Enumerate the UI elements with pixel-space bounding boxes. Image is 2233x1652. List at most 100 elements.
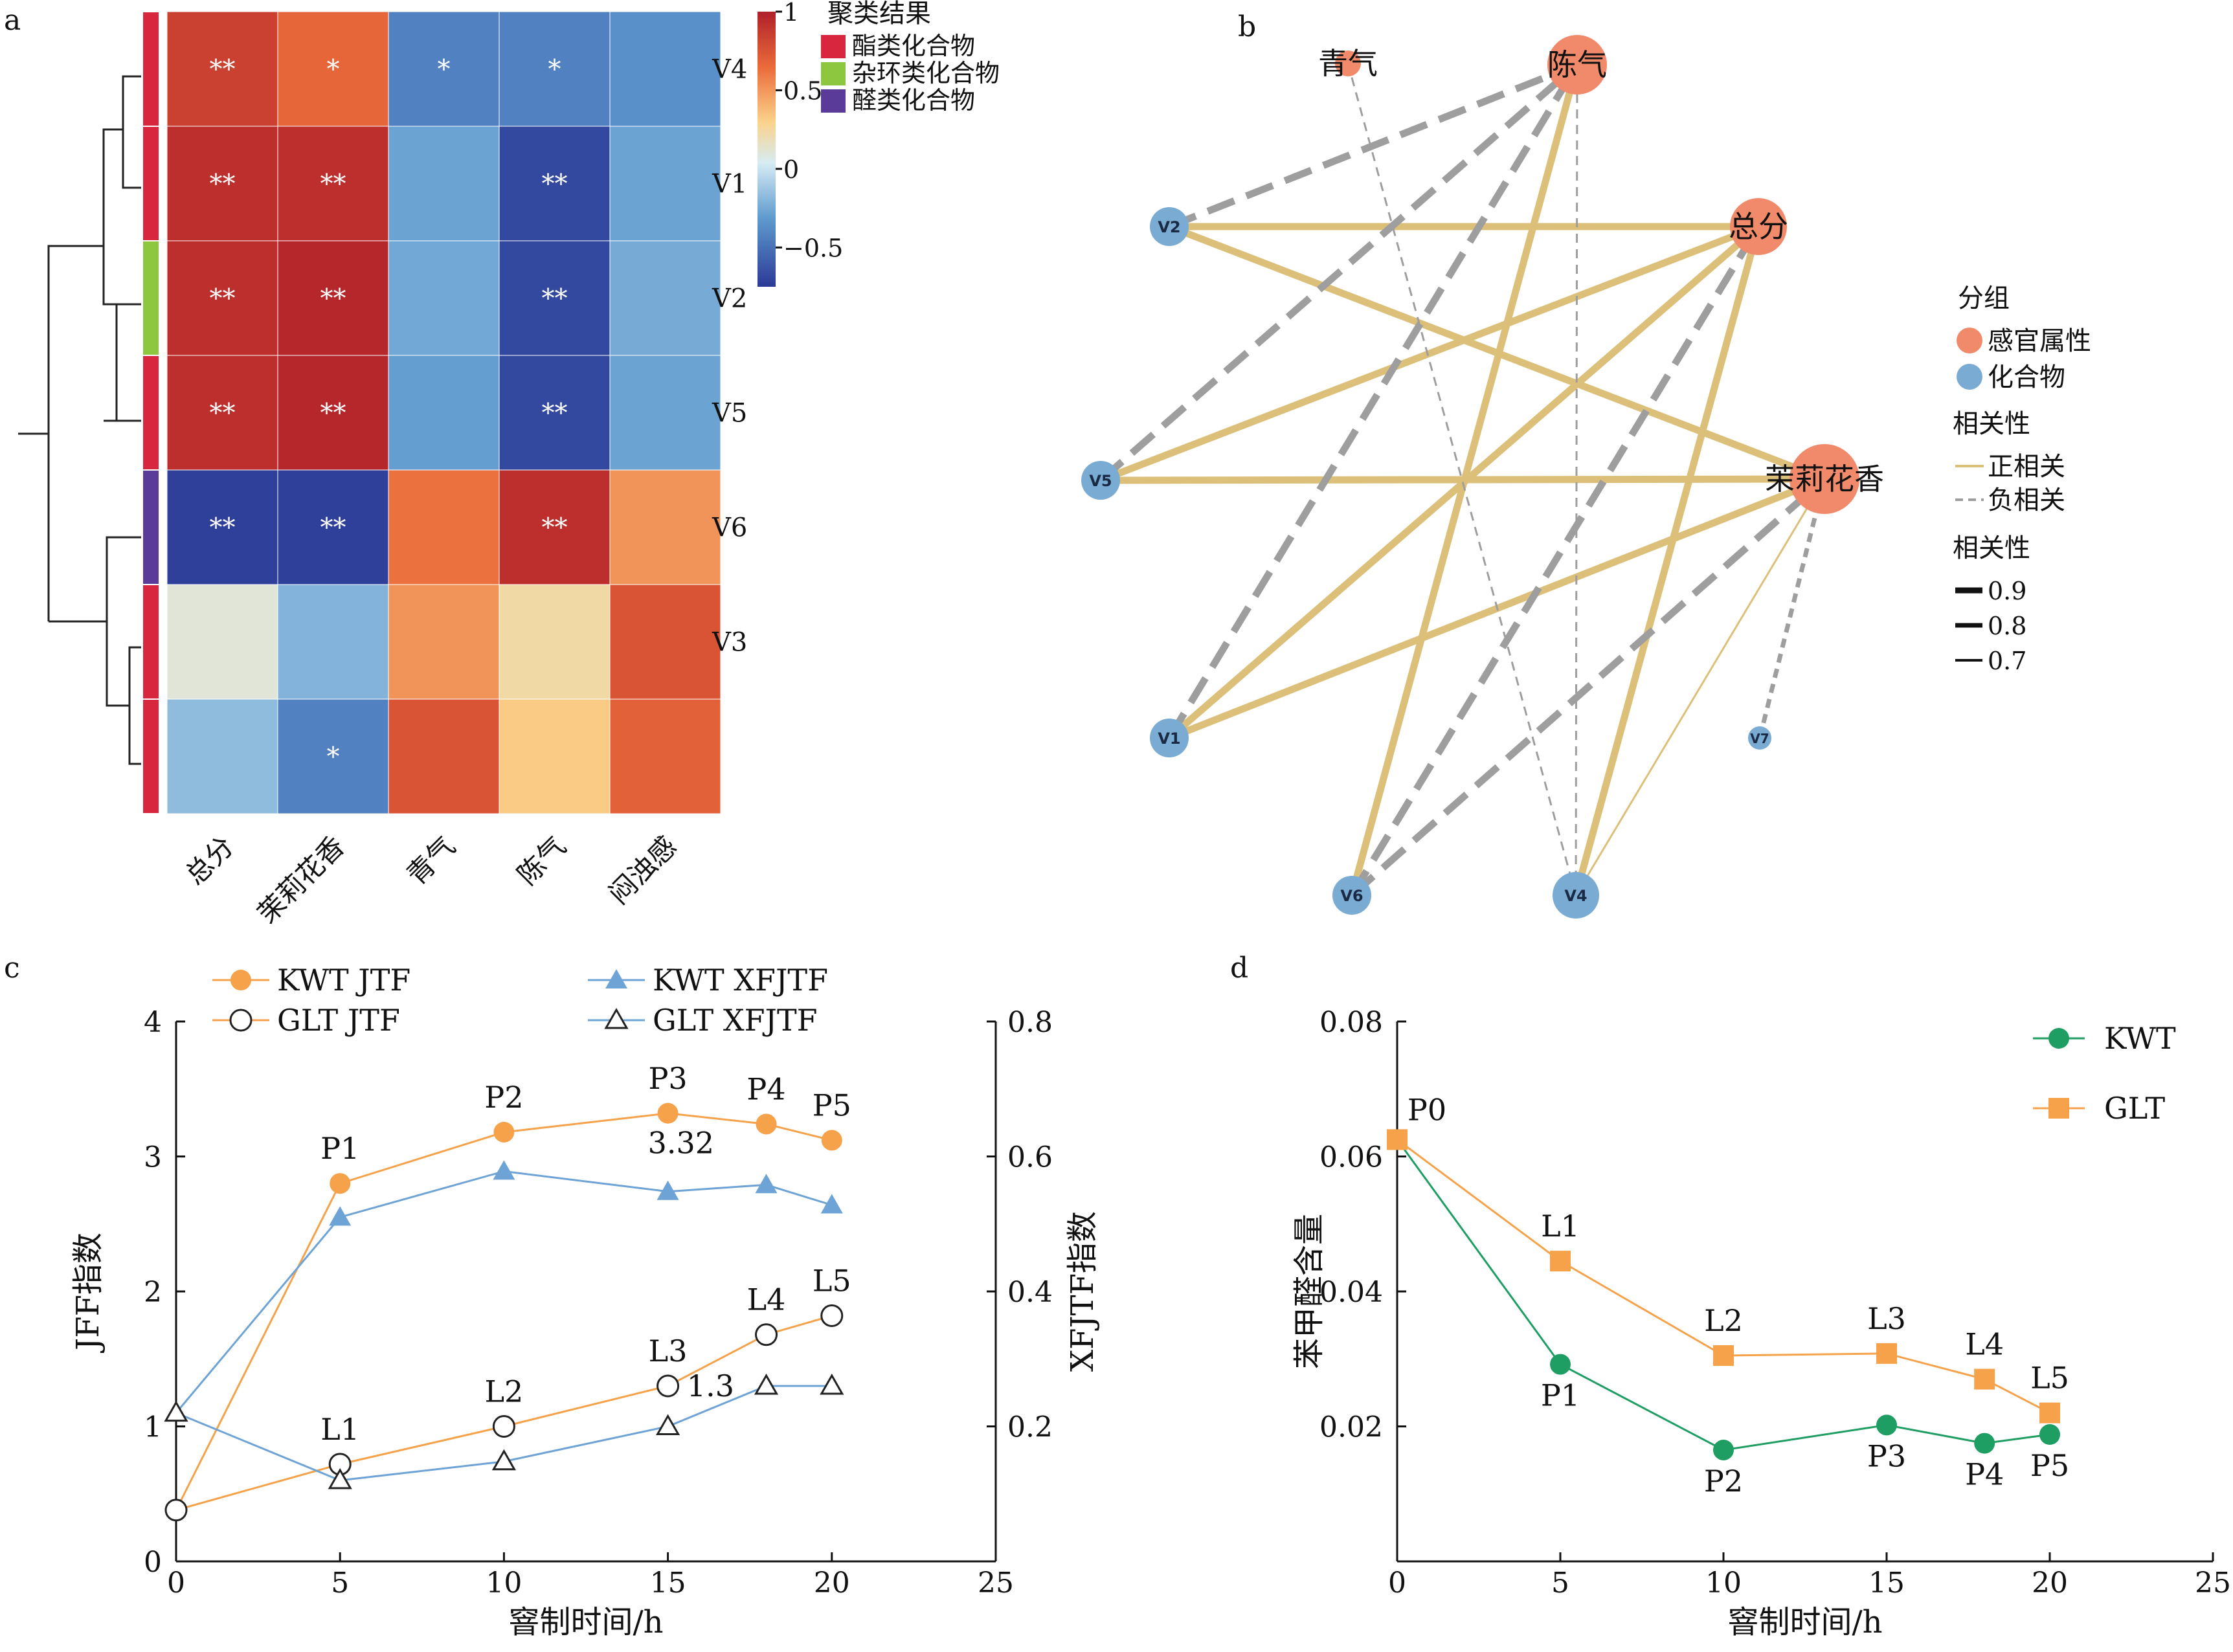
significance-mark: ** xyxy=(320,170,346,199)
series-point xyxy=(164,1400,188,1422)
network-edge xyxy=(1347,63,1577,896)
point-label: L3 xyxy=(649,1334,688,1368)
significance-mark: ** xyxy=(542,284,568,314)
heatmap-cell xyxy=(609,126,721,241)
heatmap-cell xyxy=(166,240,278,356)
x-tick-label: 20 xyxy=(814,1567,850,1600)
point-label: P4 xyxy=(1965,1457,2004,1492)
heatmap-cell xyxy=(166,126,278,241)
panel-label-d: d xyxy=(1230,952,1248,985)
heatmap-cell xyxy=(388,469,500,585)
series-point xyxy=(1974,1368,1995,1390)
x-tick-label: 10 xyxy=(486,1567,522,1600)
heatmap-cell xyxy=(166,584,278,700)
network-edge xyxy=(1572,225,1762,897)
legend-label: 酯类化合物 xyxy=(852,32,975,60)
legend-swatch xyxy=(821,35,846,58)
x-tick-label: 15 xyxy=(1868,1567,1905,1600)
network-node-label: 陈气 xyxy=(1547,47,1607,82)
significance-mark: ** xyxy=(210,55,236,85)
legend-label: 醛类化合物 xyxy=(852,86,975,115)
series-point xyxy=(2039,1424,2060,1446)
heatmap-cell xyxy=(499,584,611,700)
network-edge xyxy=(1757,478,1827,739)
cluster-legend-title: 聚类结果 xyxy=(827,0,931,28)
significance-mark: ** xyxy=(210,513,236,543)
row-group-bar xyxy=(142,11,160,814)
network-edge xyxy=(1349,476,1827,899)
panel-label-b: b xyxy=(1238,10,1256,43)
heatmap-cell xyxy=(277,126,389,241)
x-tick-label: 0 xyxy=(1388,1567,1406,1600)
network-edge xyxy=(1575,64,1578,896)
series-point xyxy=(493,1160,515,1180)
series-point xyxy=(820,1373,844,1395)
legend-label: 0.9 xyxy=(1988,577,2026,605)
legend-label: 负相关 xyxy=(1988,486,2065,515)
y-tick-label: 1 xyxy=(144,1411,162,1444)
colorbar-tick-label: 0.5 xyxy=(783,76,822,105)
series-point xyxy=(656,1374,680,1398)
y-axis-label: 苯甲醛含量 xyxy=(1291,1214,1327,1369)
colorbar-ticks: 1 0.5 0 −0.5 xyxy=(776,0,843,262)
row-label: V1 xyxy=(712,170,747,199)
legend-label: KWT JTF xyxy=(277,963,410,998)
heatmap-cell xyxy=(499,355,611,471)
x-tick-label: 25 xyxy=(978,1567,1014,1600)
significance-marks: ** * * *** ** **** ** **** ** **** ** *** xyxy=(210,55,568,772)
heatmap-cell xyxy=(388,698,500,814)
series-point xyxy=(1713,1439,1734,1460)
network-node-label: V5 xyxy=(1089,472,1112,490)
legend-label: 化合物 xyxy=(1988,363,2065,392)
significance-mark: ** xyxy=(210,170,236,199)
heatmap-cell xyxy=(499,698,611,814)
point-label: P3 xyxy=(648,1061,687,1096)
annotation: 3.32 xyxy=(648,1126,714,1161)
row-label: V2 xyxy=(712,284,747,314)
network-node-label: V7 xyxy=(1750,731,1769,746)
significance-mark: ** xyxy=(320,399,346,429)
heatmap-cell xyxy=(388,584,500,700)
heatmap-cell xyxy=(499,11,611,127)
x-tick-label: 0 xyxy=(167,1567,185,1600)
legend-marker xyxy=(605,969,627,988)
significance-mark: ** xyxy=(320,513,346,543)
series-point xyxy=(1550,1251,1571,1272)
heatmap-cell xyxy=(388,355,500,471)
series-point xyxy=(657,1102,679,1124)
series-line xyxy=(175,1315,833,1512)
heatmap-column-labels: 总分 茉莉花香 青气 陈气 闷浊感 xyxy=(179,830,683,929)
series-point xyxy=(755,1174,778,1194)
network-node xyxy=(1332,876,1371,915)
network-node xyxy=(1790,444,1859,514)
point-label: P5 xyxy=(2030,1448,2069,1483)
series-point xyxy=(328,1468,352,1490)
heatmap-cell xyxy=(166,698,278,814)
heatmap-cell xyxy=(609,240,721,356)
colorbar-tick-label: −0.5 xyxy=(783,234,843,262)
heatmap-cell xyxy=(166,11,278,127)
series-point xyxy=(755,1323,778,1346)
network-node xyxy=(1335,50,1361,76)
heatmap-cell xyxy=(277,11,389,127)
network-node xyxy=(1150,719,1189,757)
heatmap-cell xyxy=(166,469,278,585)
series-point xyxy=(656,1180,679,1200)
legend-title: 分组 xyxy=(1958,284,2010,313)
heatmap-cell xyxy=(499,469,611,585)
series-line xyxy=(175,1112,833,1511)
y-tick-label: 0.04 xyxy=(1319,1276,1383,1309)
legend-marker xyxy=(604,1007,629,1029)
heatmap-cell xyxy=(499,240,611,356)
heatmap-cell xyxy=(499,126,611,241)
legend-label: 0.7 xyxy=(1988,647,2026,675)
point-label: L4 xyxy=(747,1282,786,1317)
series-point xyxy=(1974,1433,1995,1454)
point-label: L1 xyxy=(1541,1209,1580,1244)
heatmap-cell xyxy=(609,469,721,585)
network-edge xyxy=(1098,61,1580,484)
panel-label-a: a xyxy=(4,4,21,37)
series-point xyxy=(491,1449,516,1471)
